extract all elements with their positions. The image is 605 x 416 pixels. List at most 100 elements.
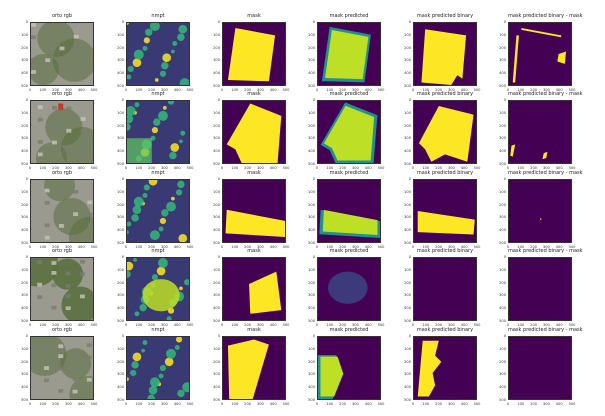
- x-tick-label: 100: [326, 402, 334, 406]
- y-tick-label: 300: [499, 58, 506, 63]
- y-tick-label: 300: [117, 372, 124, 377]
- y-tick-label: 100: [117, 267, 124, 272]
- x-tick-label: 100: [135, 402, 143, 406]
- y-tick-label: 200: [117, 123, 124, 128]
- y-tick-label: 500: [213, 398, 220, 402]
- y-tick-label: 0: [503, 177, 506, 181]
- y-tick-label: 100: [499, 346, 506, 351]
- panel-raster: [509, 337, 571, 399]
- y-tick-label: 400: [499, 149, 506, 154]
- panel-title: nmpt: [151, 170, 165, 176]
- panel-raster: [223, 23, 285, 85]
- y-tick-label: 300: [213, 372, 220, 377]
- y-tick-label: 300: [308, 58, 315, 63]
- y-tick-label: 0: [217, 334, 220, 338]
- y-tick-label: 300: [499, 136, 506, 141]
- panel-image: [126, 179, 190, 243]
- y-tick-label: 0: [408, 20, 411, 24]
- x-tick-label: 100: [422, 88, 430, 92]
- mask-predicted-panel: mask predicted 0 100 200 300 400 500 0 100 200 300…: [308, 170, 384, 249]
- y-tick-label: 200: [308, 45, 315, 50]
- x-tick-label: 0: [124, 166, 128, 170]
- y-tick-label: 400: [308, 385, 315, 390]
- x-tick-label: 300: [447, 88, 455, 92]
- x-tick-label: 300: [160, 245, 168, 249]
- panel-title: mask: [247, 13, 261, 19]
- x-tick-label: 0: [506, 245, 510, 249]
- y-tick-label: 0: [312, 177, 315, 181]
- nmpt-panel: nmpt 0 100 200 300 400 500 0 100 200 300 400 500: [117, 327, 193, 406]
- x-tick-label: 100: [39, 88, 47, 92]
- panel-raster: [31, 23, 93, 85]
- x-tick-label: 200: [52, 166, 60, 170]
- x-tick-label: 300: [64, 402, 72, 406]
- x-tick-label: 100: [39, 245, 47, 249]
- x-tick-label: 300: [447, 245, 455, 249]
- y-tick-label: 0: [121, 98, 124, 102]
- x-tick-label: 300: [447, 166, 455, 170]
- orto-rgb-panel: orto rgb 0 100 200 300 400 500 0 100 200 300 400 500: [21, 13, 97, 92]
- x-tick-label: 300: [256, 323, 264, 327]
- y-tick-label: 200: [213, 280, 220, 285]
- x-tick-label: 0: [220, 88, 224, 92]
- y-tick-label: 300: [404, 293, 411, 298]
- x-tick-label: 400: [460, 323, 468, 327]
- mask-predicted-panel: mask predicted 0 100 200 300 400 500 0 100 200 300…: [308, 91, 384, 170]
- orto-rgb-panel: orto rgb 0 100 200 300 400 500 0 100 200 300 400 500: [21, 91, 97, 170]
- x-tick-label: 0: [315, 88, 319, 92]
- x-tick-label: 300: [64, 245, 72, 249]
- x-tick-label: 100: [39, 402, 47, 406]
- y-tick-label: 300: [308, 293, 315, 298]
- y-tick-label: 100: [213, 346, 220, 351]
- y-tick-label: 300: [21, 58, 28, 63]
- x-tick-label: 400: [269, 166, 277, 170]
- panel-title: mask: [247, 248, 261, 254]
- y-tick-label: 0: [503, 334, 506, 338]
- y-tick-label: 200: [213, 123, 220, 128]
- x-tick-label: 0: [220, 323, 224, 327]
- x-tick-label: 100: [517, 402, 525, 406]
- x-tick-label: 500: [186, 88, 194, 92]
- panel-image: [508, 22, 572, 86]
- x-tick-label: 400: [460, 245, 468, 249]
- panel-image: [413, 257, 477, 321]
- y-tick-label: 300: [213, 215, 220, 220]
- x-tick-label: 300: [542, 88, 550, 92]
- panel-raster: [318, 258, 380, 320]
- x-tick-label: 400: [77, 245, 85, 249]
- x-tick-label: 200: [435, 88, 443, 92]
- x-tick-label: 200: [244, 245, 252, 249]
- y-tick-label: 0: [121, 255, 124, 259]
- panel-image: [413, 22, 477, 86]
- panel-title: mask predicted binary: [416, 91, 474, 97]
- mask-panel: mask 0 100 200 300 400 500 0 100 200 300 400 500: [213, 13, 289, 92]
- y-tick-label: 100: [117, 189, 124, 194]
- y-tick-label: 500: [213, 241, 220, 245]
- y-tick-label: 100: [213, 32, 220, 37]
- panel-image: [30, 336, 94, 400]
- y-tick-label: 500: [499, 84, 506, 88]
- y-tick-label: 300: [117, 58, 124, 63]
- y-tick-label: 0: [25, 177, 28, 181]
- x-tick-label: 0: [506, 88, 510, 92]
- x-tick-label: 100: [231, 245, 239, 249]
- x-tick-label: 0: [28, 402, 32, 406]
- panel-title: mask: [247, 327, 261, 333]
- panel-image: [30, 257, 94, 321]
- y-tick-label: 400: [117, 149, 124, 154]
- y-tick-label: 100: [404, 189, 411, 194]
- y-tick-label: 300: [308, 372, 315, 377]
- x-tick-label: 100: [231, 88, 239, 92]
- x-tick-label: 200: [52, 323, 60, 327]
- x-tick-label: 500: [377, 245, 385, 249]
- x-tick-label: 0: [411, 245, 415, 249]
- x-tick-label: 0: [411, 402, 415, 406]
- y-tick-label: 200: [21, 359, 28, 364]
- x-tick-label: 400: [173, 402, 181, 406]
- y-tick-label: 500: [21, 319, 28, 323]
- panel-title: mask predicted: [329, 248, 369, 254]
- x-tick-label: 100: [135, 166, 143, 170]
- x-tick-label: 400: [460, 166, 468, 170]
- x-tick-label: 100: [135, 323, 143, 327]
- y-tick-label: 0: [312, 255, 315, 259]
